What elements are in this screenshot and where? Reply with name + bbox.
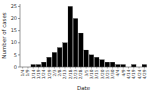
- x-tick-label: 1/14: [31, 69, 36, 79]
- x-tick: [27, 67, 28, 69]
- x-tick-label: 4/19: [131, 69, 136, 79]
- bar: [73, 19, 77, 67]
- y-axis: [20, 4, 21, 67]
- bar: [57, 48, 61, 67]
- x-tick: [38, 67, 39, 69]
- x-tick: [43, 67, 44, 69]
- bar: [116, 65, 120, 67]
- x-tick: [75, 67, 76, 69]
- x-tick-label: 1/29: [47, 69, 52, 79]
- x-axis-label: Date: [77, 85, 91, 91]
- x-tick: [59, 67, 60, 69]
- x-tick: [112, 67, 113, 69]
- chart: 05101520251/41/91/141/191/241/292/32/82/…: [0, 0, 150, 91]
- x-tick-label: 1/4: [20, 69, 25, 76]
- x-tick: [96, 67, 97, 69]
- x-tick-label: 1/9: [25, 69, 30, 76]
- x-tick-label: 3/25: [105, 69, 110, 79]
- bar: [105, 62, 109, 67]
- y-axis-label: Number of cases: [1, 12, 7, 59]
- bar: [132, 65, 136, 67]
- bar: [100, 60, 104, 67]
- bar: [79, 33, 83, 67]
- x-tick-label: 1/24: [41, 69, 46, 79]
- y-tick-label: 20: [11, 15, 17, 21]
- x-tick: [107, 67, 108, 69]
- x-tick-label: 4/9: [121, 69, 126, 76]
- x-tick: [128, 67, 129, 69]
- bar: [84, 50, 88, 67]
- x-tick-label: 1/19: [36, 69, 41, 79]
- y-tick-label: 25: [11, 3, 17, 9]
- x-tick-label: 3/15: [94, 69, 99, 79]
- x-tick: [64, 67, 65, 69]
- x-tick-label: 3/5: [84, 69, 89, 76]
- x-tick: [70, 67, 71, 69]
- bar: [121, 65, 125, 67]
- y-tick-label: 5: [14, 52, 17, 58]
- x-tick: [49, 67, 50, 69]
- x-tick: [22, 67, 23, 69]
- x-tick-label: 4/4: [115, 69, 120, 76]
- bar: [94, 57, 98, 67]
- x-tick-label: 3/20: [100, 69, 105, 79]
- x-tick: [133, 67, 134, 69]
- x-tick: [54, 67, 55, 69]
- x-tick: [80, 67, 81, 69]
- bar: [47, 57, 51, 67]
- x-tick: [139, 67, 140, 69]
- x-tick-label: 2/8: [57, 69, 62, 76]
- x-tick-label: 4/24: [137, 69, 142, 79]
- x-tick: [91, 67, 92, 69]
- bar: [63, 43, 67, 67]
- x-tick-label: 4/14: [126, 69, 131, 79]
- bar: [89, 55, 93, 67]
- x-tick-label: 2/18: [68, 69, 73, 79]
- bar: [31, 65, 35, 67]
- x-tick-label: 2/28: [78, 69, 83, 79]
- x-tick-label: 2/13: [62, 69, 67, 79]
- x-tick: [117, 67, 118, 69]
- y-tick-label: 15: [11, 27, 17, 33]
- x-tick-label: 4/29: [142, 69, 147, 79]
- x-axis: [20, 67, 147, 68]
- x-tick-label: 3/30: [110, 69, 115, 79]
- x-tick-label: 2/3: [52, 69, 57, 76]
- bar: [42, 62, 46, 67]
- y-tick-label: 0: [14, 64, 17, 70]
- chart-container: 05101520251/41/91/141/191/241/292/32/82/…: [0, 0, 150, 91]
- x-tick: [86, 67, 87, 69]
- x-tick-label: 2/23: [73, 69, 78, 79]
- bar: [52, 52, 56, 67]
- x-tick: [144, 67, 145, 69]
- x-tick: [102, 67, 103, 69]
- x-tick: [123, 67, 124, 69]
- bar: [142, 65, 146, 67]
- y-tick-label: 10: [11, 39, 17, 45]
- bar: [68, 6, 72, 67]
- x-tick-label: 3/10: [89, 69, 94, 79]
- bar: [36, 65, 40, 67]
- bar: [110, 62, 114, 67]
- bars: [31, 6, 147, 67]
- x-tick: [33, 67, 34, 69]
